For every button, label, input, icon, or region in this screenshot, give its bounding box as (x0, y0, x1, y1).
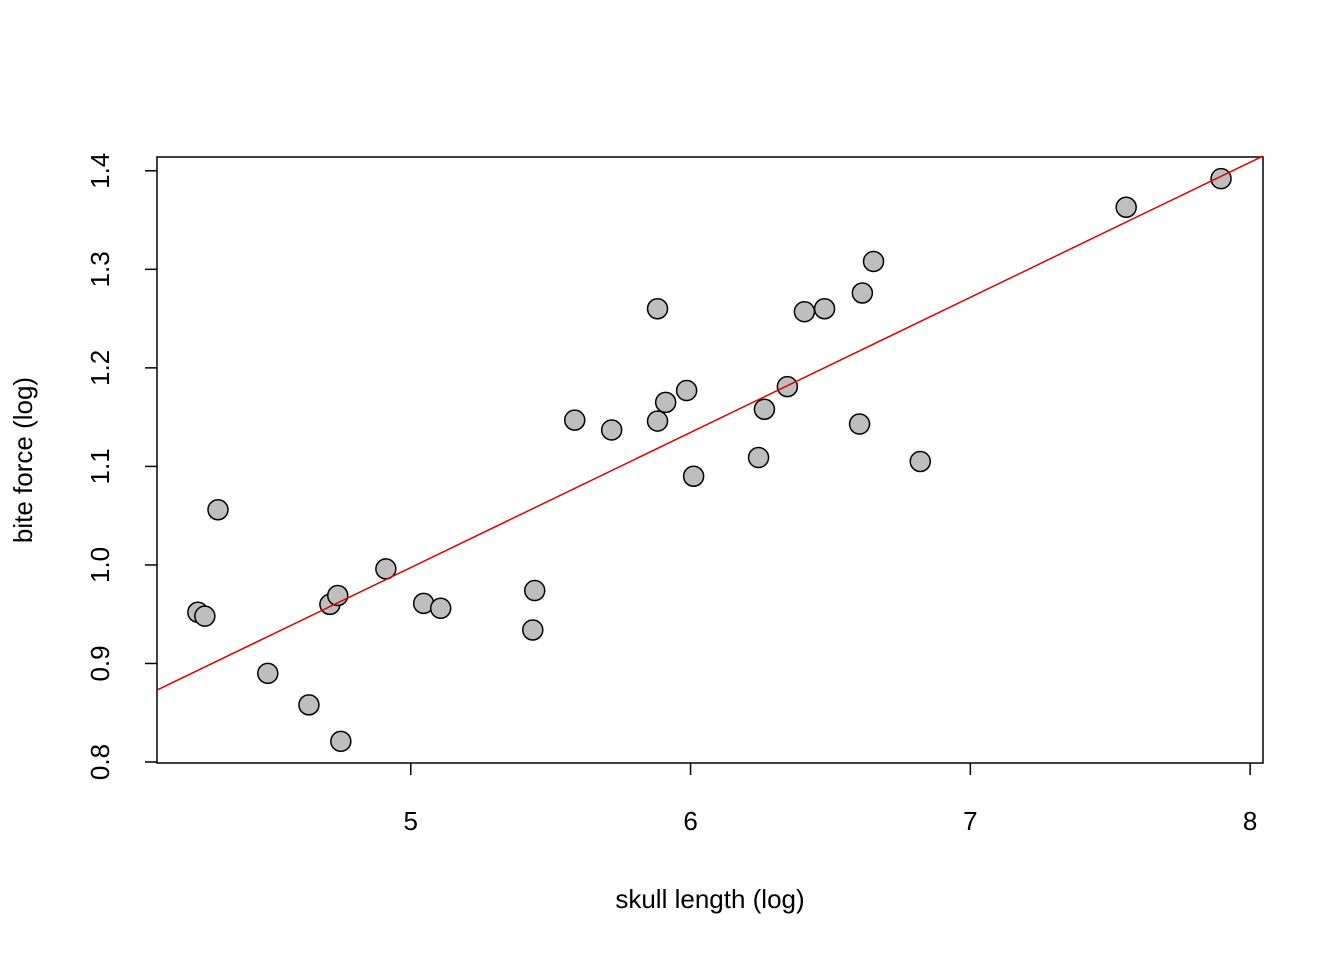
point (776, 375, 799, 398)
point (257, 662, 279, 685)
x-axis-label: skull length (log) (615, 884, 804, 914)
point (1115, 196, 1137, 219)
point (675, 379, 698, 402)
plot-frame (156, 156, 1264, 764)
point (851, 282, 874, 304)
point (646, 297, 669, 320)
x-tick-label: 6 (683, 806, 697, 836)
point (330, 730, 352, 753)
y-tick-label: 1.0 (85, 547, 115, 583)
point (753, 398, 776, 421)
x-tick-label: 7 (963, 806, 977, 836)
y-tick-label: 1.4 (85, 153, 115, 189)
point (646, 410, 669, 432)
point (862, 250, 885, 273)
y-tick-label: 0.8 (85, 744, 115, 780)
y-tick-label: 1.3 (85, 251, 115, 287)
point (813, 297, 836, 320)
point (563, 409, 586, 431)
point (1210, 167, 1232, 190)
point (523, 579, 546, 602)
point (207, 499, 229, 521)
point (747, 446, 770, 469)
point (429, 597, 452, 620)
y-tick-label: 0.9 (85, 645, 115, 681)
point (298, 694, 320, 716)
y-tick-label: 1.1 (85, 448, 115, 484)
y-axis-label: bite force (log) (8, 377, 38, 543)
fit-line (156, 155, 1264, 691)
y-tick-label: 1.2 (85, 350, 115, 386)
point (654, 391, 677, 414)
point (848, 413, 871, 435)
x-tick-label: 5 (404, 806, 418, 836)
point (909, 450, 932, 473)
point (682, 465, 705, 488)
point (600, 419, 623, 441)
point (793, 300, 816, 323)
x-tick-label: 8 (1243, 806, 1257, 836)
point (194, 605, 216, 627)
point (522, 619, 544, 641)
